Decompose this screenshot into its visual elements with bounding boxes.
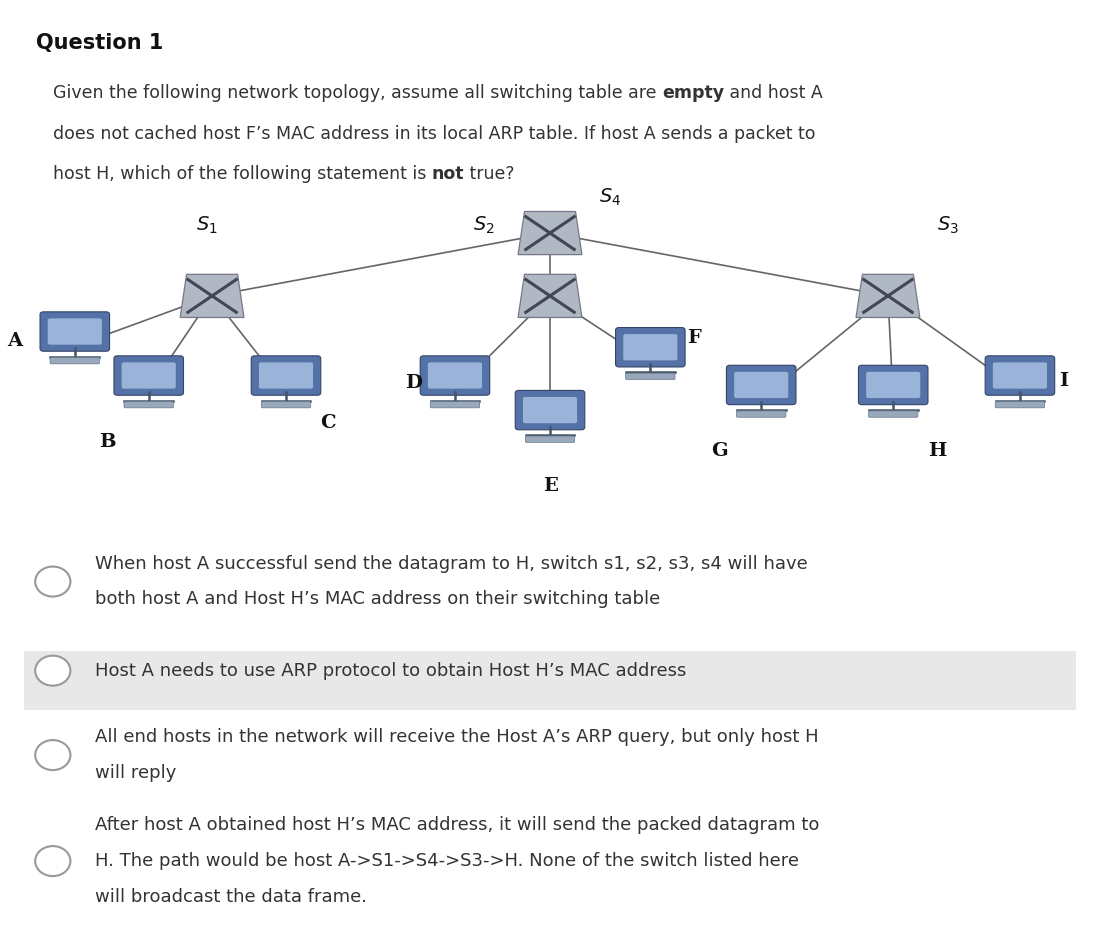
Text: $S_{4}$: $S_{4}$ bbox=[600, 187, 621, 208]
Text: I: I bbox=[1059, 371, 1068, 390]
FancyBboxPatch shape bbox=[515, 390, 585, 430]
FancyBboxPatch shape bbox=[737, 411, 785, 417]
Text: A: A bbox=[7, 332, 22, 351]
FancyBboxPatch shape bbox=[993, 362, 1047, 388]
Text: D: D bbox=[405, 373, 421, 392]
Text: will broadcast the data frame.: will broadcast the data frame. bbox=[95, 887, 366, 906]
Text: will reply: will reply bbox=[95, 764, 176, 782]
Polygon shape bbox=[180, 274, 244, 317]
FancyBboxPatch shape bbox=[526, 436, 574, 443]
Polygon shape bbox=[518, 274, 582, 317]
FancyBboxPatch shape bbox=[866, 371, 921, 398]
FancyBboxPatch shape bbox=[616, 327, 685, 367]
Text: and host A: and host A bbox=[724, 84, 823, 102]
FancyBboxPatch shape bbox=[51, 357, 99, 364]
FancyBboxPatch shape bbox=[420, 356, 490, 395]
Circle shape bbox=[35, 567, 70, 597]
Text: All end hosts in the network will receive the Host A’s ARP query, but only host : All end hosts in the network will receiv… bbox=[95, 728, 818, 747]
FancyBboxPatch shape bbox=[258, 362, 314, 388]
FancyBboxPatch shape bbox=[122, 362, 176, 388]
FancyBboxPatch shape bbox=[114, 356, 184, 395]
FancyBboxPatch shape bbox=[430, 401, 480, 408]
Text: both host A and Host H’s MAC address on their switching table: both host A and Host H’s MAC address on … bbox=[95, 590, 660, 609]
FancyBboxPatch shape bbox=[624, 334, 678, 360]
Text: H. The path would be host A->S1->S4->S3->H. None of the switch listed here: H. The path would be host A->S1->S4->S3-… bbox=[95, 852, 799, 870]
FancyBboxPatch shape bbox=[869, 411, 917, 417]
Polygon shape bbox=[518, 211, 582, 254]
Text: Given the following network topology, assume all switching table are: Given the following network topology, as… bbox=[53, 84, 662, 102]
Text: G: G bbox=[711, 442, 728, 461]
Circle shape bbox=[35, 846, 70, 876]
FancyBboxPatch shape bbox=[726, 365, 796, 404]
Text: C: C bbox=[320, 414, 336, 432]
Text: $S_{1}$: $S_{1}$ bbox=[196, 215, 218, 236]
Polygon shape bbox=[856, 274, 920, 317]
FancyBboxPatch shape bbox=[986, 356, 1055, 395]
Text: $S_{3}$: $S_{3}$ bbox=[937, 215, 959, 236]
Text: When host A successful send the datagram to H, switch s1, s2, s3, s4 will have: When host A successful send the datagram… bbox=[95, 554, 807, 573]
Text: Question 1: Question 1 bbox=[36, 33, 164, 53]
FancyBboxPatch shape bbox=[734, 371, 789, 398]
FancyBboxPatch shape bbox=[124, 401, 174, 408]
Text: does not cached host F’s MAC address in its local ARP table. If host A sends a p: does not cached host F’s MAC address in … bbox=[53, 125, 815, 143]
Text: H: H bbox=[928, 442, 946, 461]
FancyBboxPatch shape bbox=[24, 651, 1076, 710]
FancyBboxPatch shape bbox=[522, 397, 578, 423]
Circle shape bbox=[35, 656, 70, 686]
Text: host H, which of the following statement is: host H, which of the following statement… bbox=[53, 165, 431, 183]
Circle shape bbox=[35, 740, 70, 770]
FancyBboxPatch shape bbox=[858, 365, 928, 404]
Text: true?: true? bbox=[464, 165, 515, 183]
Text: B: B bbox=[99, 432, 116, 451]
FancyBboxPatch shape bbox=[428, 362, 482, 388]
Text: After host A obtained host H’s MAC address, it will send the packed datagram to: After host A obtained host H’s MAC addre… bbox=[95, 816, 820, 835]
FancyBboxPatch shape bbox=[996, 401, 1045, 408]
Text: empty: empty bbox=[662, 84, 724, 102]
FancyBboxPatch shape bbox=[40, 311, 110, 351]
Text: Host A needs to use ARP protocol to obtain Host H’s MAC address: Host A needs to use ARP protocol to obta… bbox=[95, 661, 686, 680]
Text: E: E bbox=[542, 477, 558, 494]
Text: not: not bbox=[431, 165, 464, 183]
FancyBboxPatch shape bbox=[626, 373, 675, 380]
Text: $S_{2}$: $S_{2}$ bbox=[473, 215, 495, 236]
FancyBboxPatch shape bbox=[47, 318, 102, 344]
Text: F: F bbox=[688, 329, 701, 347]
FancyBboxPatch shape bbox=[251, 356, 321, 395]
FancyBboxPatch shape bbox=[262, 401, 310, 408]
